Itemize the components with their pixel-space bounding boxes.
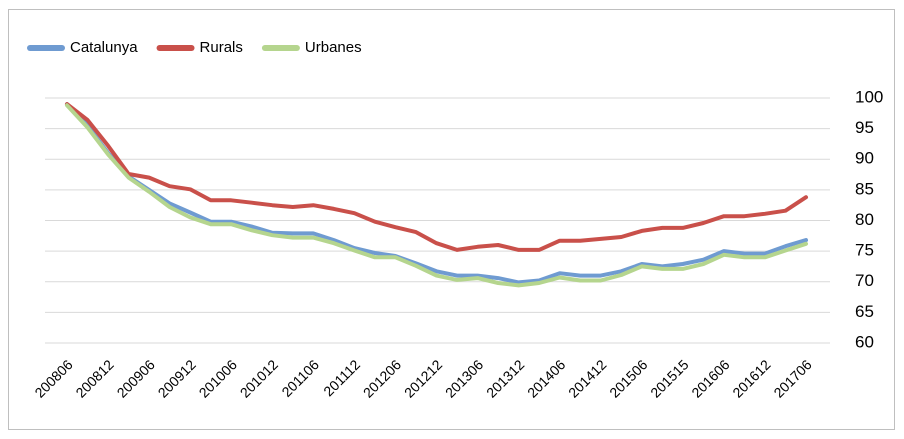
y-tick-label: 75 bbox=[855, 241, 874, 260]
legend-label: Rurals bbox=[200, 39, 243, 56]
y-tick-label: 70 bbox=[855, 271, 874, 290]
legend-label: Catalunya bbox=[70, 39, 138, 56]
legend-label: Urbanes bbox=[305, 39, 362, 56]
y-tick-label: 65 bbox=[855, 302, 874, 321]
y-tick-label: 95 bbox=[855, 118, 874, 137]
y-tick-label: 85 bbox=[855, 179, 874, 198]
series-line bbox=[65, 102, 808, 285]
y-tick-label: 80 bbox=[855, 210, 874, 229]
chart-border bbox=[8, 9, 895, 430]
y-tick-label: 90 bbox=[855, 149, 874, 168]
series-line bbox=[65, 102, 808, 252]
series-line bbox=[65, 103, 808, 288]
y-tick-label: 60 bbox=[855, 332, 874, 351]
y-tick-label: 100 bbox=[855, 87, 883, 106]
